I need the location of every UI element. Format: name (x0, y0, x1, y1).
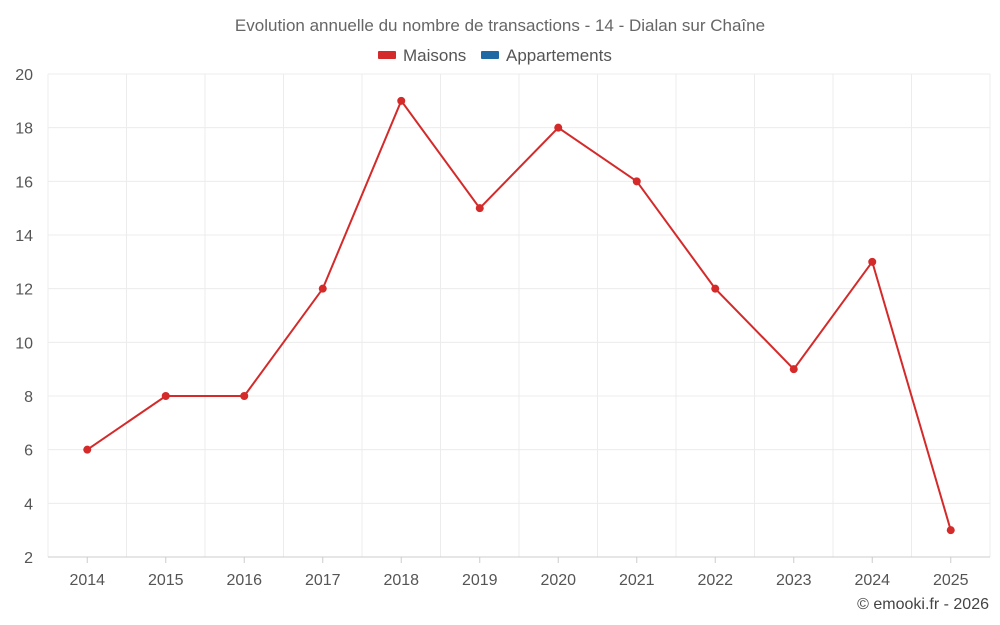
y-tick-label: 2 (24, 550, 33, 567)
x-tick-label: 2024 (854, 572, 890, 589)
x-tick-label: 2025 (933, 572, 969, 589)
x-tick-label: 2018 (383, 572, 419, 589)
gridlines (47, 73, 991, 557)
data-point-maisons-2020[interactable] (554, 123, 563, 132)
legend: Maisons Appartements (378, 46, 612, 65)
y-tick-label: 8 (24, 389, 33, 406)
legend-label-appartements: Appartements (506, 46, 612, 65)
series-line-maisons (86, 98, 952, 531)
x-tick-label: 2016 (226, 572, 262, 589)
legend-swatch-maisons (378, 51, 396, 59)
y-tick-label: 14 (15, 228, 33, 245)
x-tick-label: 2015 (148, 572, 184, 589)
y-tick-label: 18 (15, 121, 33, 138)
data-point-maisons-2023[interactable] (789, 365, 798, 374)
x-tick-label: 2017 (305, 572, 341, 589)
y-tick-label: 12 (15, 282, 33, 299)
data-point-maisons-2018[interactable] (397, 96, 406, 105)
data-point-maisons-2021[interactable] (632, 177, 641, 186)
legend-label-maisons: Maisons (403, 46, 466, 65)
axes: 2 4 6 8 10 12 14 16 18 20 2014 2015 2016 2017 2018 2019… (15, 67, 990, 589)
x-tick-label: 2021 (619, 572, 655, 589)
data-point-maisons-2014[interactable] (83, 445, 92, 454)
x-tick-label: 2023 (776, 572, 812, 589)
legend-item-maisons[interactable]: Maisons (378, 46, 466, 65)
legend-swatch-appartements (481, 51, 499, 59)
data-point-maisons-2016[interactable] (240, 392, 249, 400)
y-tick-label: 6 (24, 443, 33, 460)
x-tick-label: 2019 (462, 572, 498, 589)
y-tick-label: 4 (24, 496, 33, 513)
y-tick-label: 20 (15, 67, 33, 84)
x-tick-label: 2014 (69, 572, 105, 589)
data-point-maisons-2017[interactable] (318, 284, 327, 293)
data-point-maisons-2019[interactable] (475, 204, 484, 213)
data-point-maisons-2024[interactable] (868, 257, 877, 266)
y-tick-label: 16 (15, 174, 33, 191)
data-point-maisons-2025[interactable] (946, 526, 955, 535)
series (83, 96, 955, 535)
legend-item-appartements[interactable]: Appartements (481, 46, 612, 65)
data-point-maisons-2015[interactable] (161, 392, 170, 400)
chart-title: Evolution annuelle du nombre de transact… (235, 16, 765, 35)
y-tick-label: 10 (15, 335, 33, 352)
x-tick-label: 2020 (540, 572, 576, 589)
x-tick-label: 2022 (697, 572, 733, 589)
data-point-maisons-2022[interactable] (711, 284, 720, 293)
credit-text: © emooki.fr - 2026 (857, 596, 989, 613)
